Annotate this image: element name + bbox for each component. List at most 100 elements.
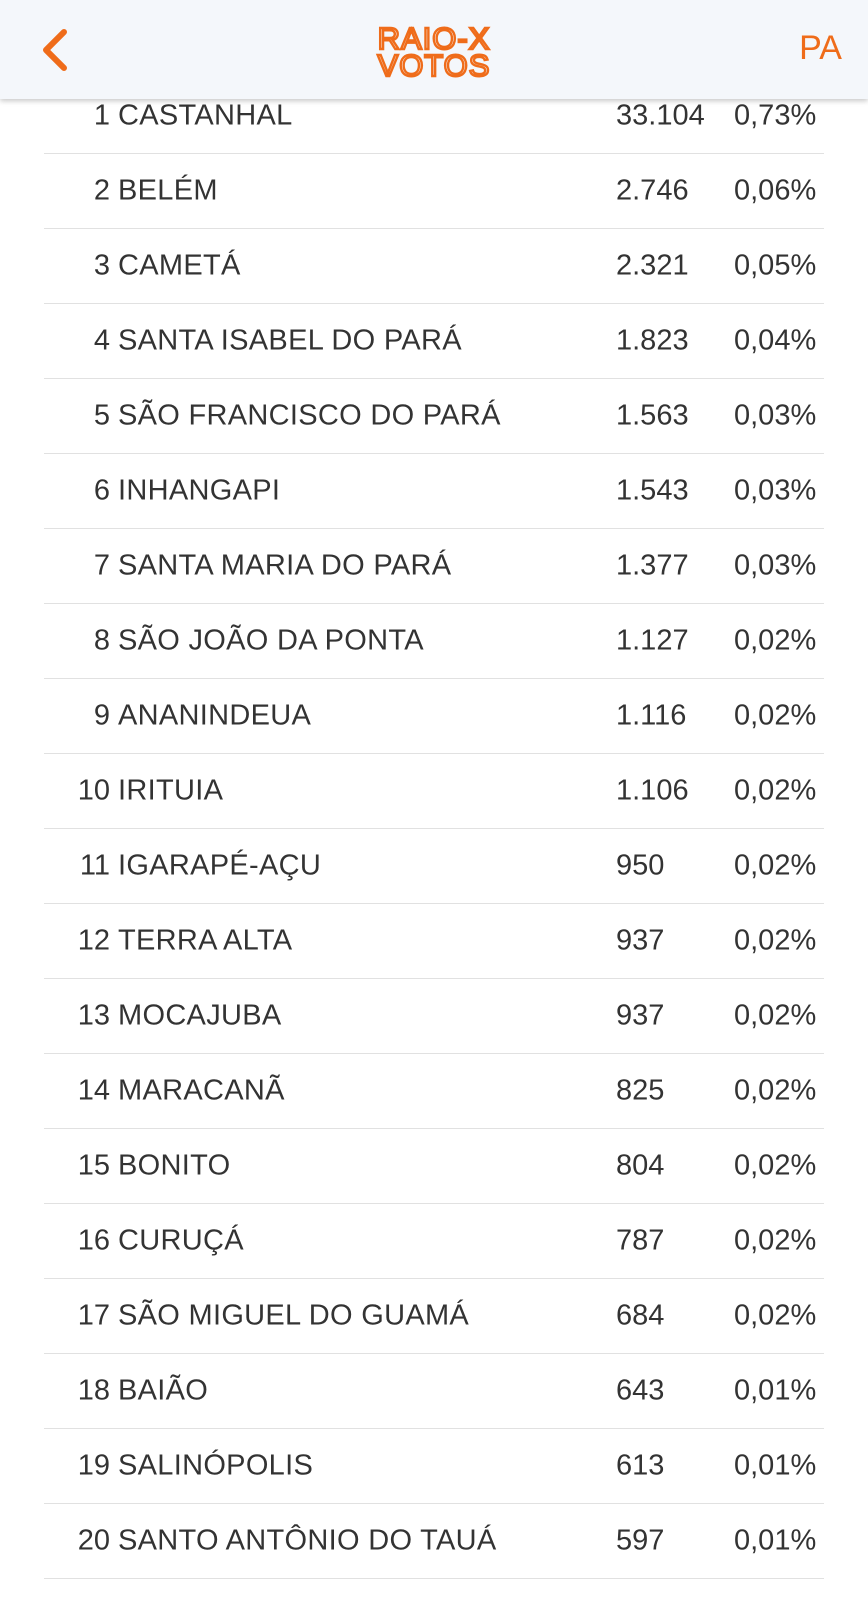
- vote-percentage-cell: 0,02%: [734, 624, 817, 657]
- vote-percentage-cell: 0,03%: [734, 399, 817, 432]
- table-row[interactable]: 17 SÃO MIGUEL DO GUAMÁ 684 0,02%: [44, 1279, 824, 1354]
- rank-cell: 9: [93, 699, 110, 732]
- vote-percentage-cell: 0,02%: [734, 999, 817, 1032]
- table-row[interactable]: 9 ANANINDEUA 1.116 0,02%: [44, 679, 824, 754]
- city-name-cell: INHANGAPI: [118, 474, 281, 507]
- city-name-cell: BELÉM: [118, 174, 218, 207]
- city-name-cell: CURUÇÁ: [118, 1224, 244, 1257]
- rank-cell: 4: [93, 324, 110, 357]
- votes-count-cell: 2.321: [616, 249, 689, 282]
- votes-count-cell: 950: [616, 849, 665, 882]
- vote-percentage-cell: 0,02%: [734, 849, 817, 882]
- city-name-cell: BAIÃO: [118, 1374, 209, 1407]
- city-name-cell: TERRA ALTA: [118, 924, 293, 957]
- votes-count-cell: 33.104: [616, 99, 705, 132]
- votes-count-cell: 597: [616, 1524, 665, 1557]
- rank-cell: 18: [77, 1374, 110, 1407]
- votes-count-cell: 684: [616, 1299, 665, 1332]
- back-button[interactable]: [30, 18, 84, 82]
- votes-count-cell: 1.377: [616, 549, 689, 582]
- vote-percentage-cell: 0,02%: [734, 1224, 817, 1257]
- city-name-cell: IRITUIA: [118, 774, 224, 807]
- city-name-cell: CASTANHAL: [118, 99, 293, 132]
- table-row[interactable]: 13 MOCAJUBA 937 0,02%: [44, 979, 824, 1054]
- votes-count-cell: 1.563: [616, 399, 689, 432]
- table-row[interactable]: 11 IGARAPÉ-AÇU 950 0,02%: [44, 829, 824, 904]
- vote-percentage-cell: 0,02%: [734, 1299, 817, 1332]
- votes-count-cell: 937: [616, 924, 665, 957]
- votes-count-cell: 643: [616, 1374, 665, 1407]
- rank-cell: 16: [77, 1224, 110, 1257]
- city-name-cell: MOCAJUBA: [118, 999, 282, 1032]
- table-row[interactable]: 7 SANTA MARIA DO PARÁ 1.377 0,03%: [44, 529, 824, 604]
- vote-percentage-cell: 0,03%: [734, 549, 817, 582]
- votes-count-cell: 1.106: [616, 774, 689, 807]
- table-row[interactable]: 3 CAMETÁ 2.321 0,05%: [44, 229, 824, 304]
- rank-cell: 3: [93, 249, 110, 282]
- table-row[interactable]: 2 BELÉM 2.746 0,06%: [44, 154, 824, 229]
- logo-line-1: RAIO-X: [378, 21, 491, 56]
- vote-percentage-cell: 0,02%: [734, 1149, 817, 1182]
- rank-cell: 7: [93, 549, 110, 582]
- rank-cell: 19: [77, 1449, 110, 1482]
- city-name-cell: BONITO: [118, 1149, 231, 1182]
- votes-count-cell: 613: [616, 1449, 665, 1482]
- table-row[interactable]: 18 BAIÃO 643 0,01%: [44, 1354, 824, 1429]
- rank-cell: 15: [77, 1149, 110, 1182]
- votes-count-cell: 2.746: [616, 174, 689, 207]
- city-name-cell: SANTA ISABEL DO PARÁ: [118, 324, 462, 357]
- rank-cell: 8: [93, 624, 110, 657]
- city-name-cell: CAMETÁ: [118, 249, 241, 282]
- city-name-cell: SÃO FRANCISCO DO PARÁ: [118, 399, 501, 432]
- city-name-cell: ANANINDEUA: [118, 699, 312, 732]
- vote-percentage-cell: 0,02%: [734, 1074, 817, 1107]
- rank-cell: 2: [93, 174, 110, 207]
- rank-cell: 10: [77, 774, 110, 807]
- table-row[interactable]: 8 SÃO JOÃO DA PONTA 1.127 0,02%: [44, 604, 824, 679]
- vote-percentage-cell: 0,02%: [734, 924, 817, 957]
- table-row[interactable]: 1 CASTANHAL 33.104 0,73%: [44, 79, 824, 154]
- table-row[interactable]: 12 TERRA ALTA 937 0,02%: [44, 904, 824, 979]
- table-row[interactable]: 14 MARACANÃ 825 0,02%: [44, 1054, 824, 1129]
- rank-cell: 20: [77, 1524, 110, 1557]
- table-row[interactable]: 6 INHANGAPI 1.543 0,03%: [44, 454, 824, 529]
- city-name-cell: IGARAPÉ-AÇU: [118, 849, 322, 882]
- table-row[interactable]: 5 SÃO FRANCISCO DO PARÁ 1.563 0,03%: [44, 379, 824, 454]
- votes-count-cell: 1.543: [616, 474, 689, 507]
- table-row[interactable]: 15 BONITO 804 0,02%: [44, 1129, 824, 1204]
- table-row[interactable]: 10 IRITUIA 1.106 0,02%: [44, 754, 824, 829]
- votes-count-cell: 937: [616, 999, 665, 1032]
- rank-cell: 12: [77, 924, 110, 957]
- table-row[interactable]: 19 SALINÓPOLIS 613 0,01%: [44, 1429, 824, 1504]
- rank-cell: 6: [93, 474, 110, 507]
- top-app-bar: RAIO-X VOTOS PA: [0, 0, 868, 99]
- chevron-left-icon: [43, 29, 67, 71]
- vote-percentage-cell: 0,03%: [734, 474, 817, 507]
- city-name-cell: SÃO JOÃO DA PONTA: [118, 624, 424, 657]
- city-name-cell: MARACANÃ: [118, 1074, 285, 1107]
- votes-count-cell: 1.127: [616, 624, 689, 657]
- city-name-cell: SANTO ANTÔNIO DO TAUÁ: [118, 1524, 497, 1557]
- vote-percentage-cell: 0,02%: [734, 699, 817, 732]
- votes-count-cell: 787: [616, 1224, 665, 1257]
- table-row[interactable]: 20 SANTO ANTÔNIO DO TAUÁ 597 0,01%: [44, 1504, 824, 1579]
- city-name-cell: SALINÓPOLIS: [118, 1449, 314, 1482]
- city-name-cell: SÃO MIGUEL DO GUAMÁ: [118, 1299, 470, 1332]
- rank-cell: 1: [93, 99, 110, 132]
- city-name-cell: SANTA MARIA DO PARÁ: [118, 549, 452, 582]
- vote-percentage-cell: 0,05%: [734, 249, 817, 282]
- logo-line-2: VOTOS: [378, 48, 491, 82]
- raio-x-votos-logo: RAIO-X VOTOS: [376, 20, 491, 82]
- rank-cell: 13: [77, 999, 110, 1032]
- vote-percentage-cell: 0,04%: [734, 324, 817, 357]
- vote-percentage-cell: 0,01%: [734, 1524, 817, 1557]
- votes-count-cell: 1.116: [616, 699, 687, 732]
- votes-count-cell: 804: [616, 1149, 665, 1182]
- table-row[interactable]: 4 SANTA ISABEL DO PARÁ 1.823 0,04%: [44, 304, 824, 379]
- table-row[interactable]: 16 CURUÇÁ 787 0,02%: [44, 1204, 824, 1279]
- state-selector-button[interactable]: PA: [799, 29, 842, 67]
- votes-count-cell: 1.823: [616, 324, 689, 357]
- vote-percentage-cell: 0,01%: [734, 1374, 817, 1407]
- rank-cell: 14: [77, 1074, 110, 1107]
